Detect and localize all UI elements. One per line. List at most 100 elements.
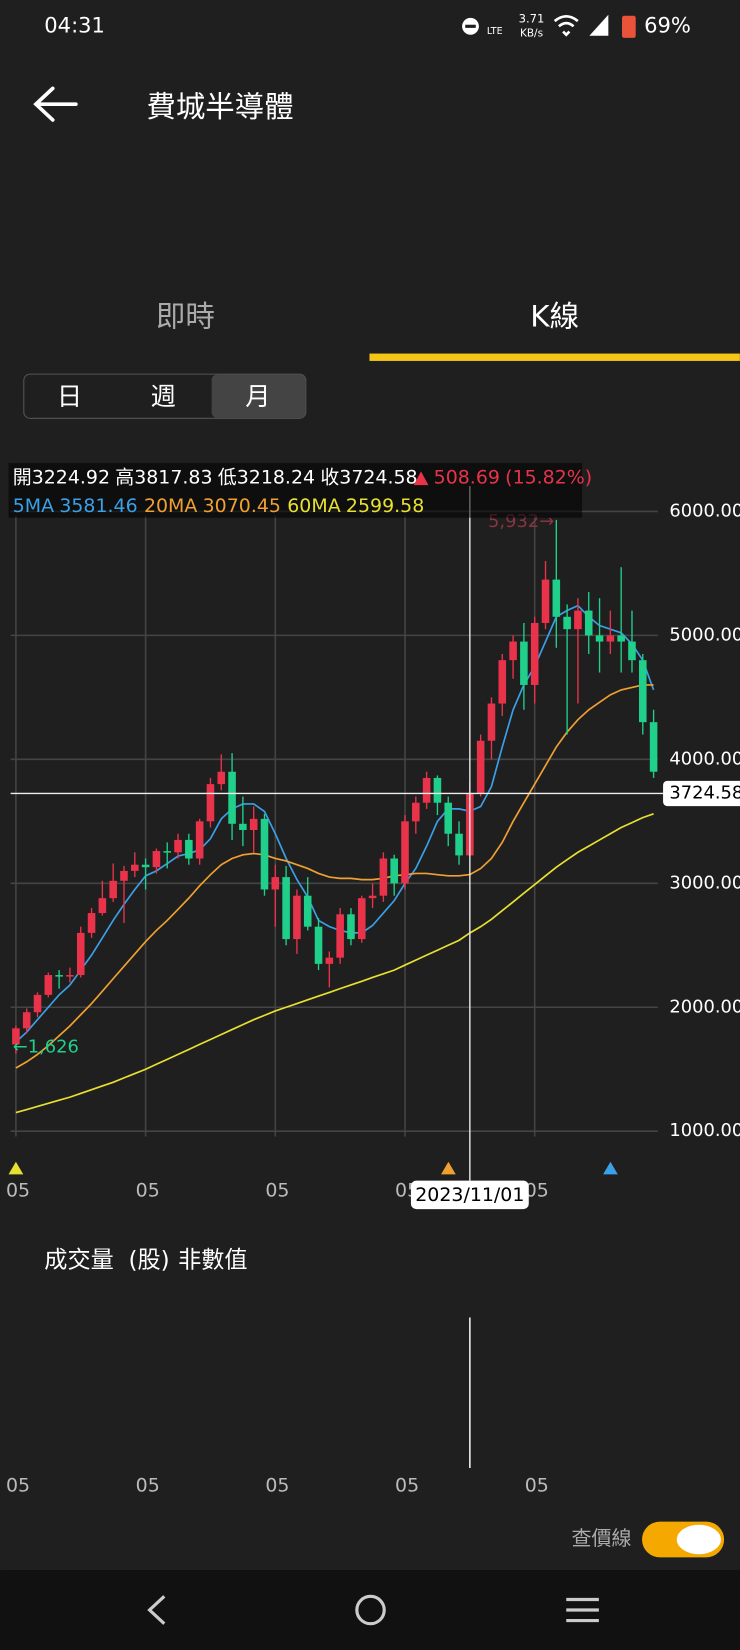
y-tick-label: 6000.00	[669, 500, 740, 521]
candle-body	[401, 821, 409, 884]
dnd-bar	[465, 24, 476, 28]
y-tick-label: 2000.00	[669, 996, 740, 1017]
candle-body	[476, 740, 485, 794]
candle-body	[174, 839, 182, 853]
candle-body	[617, 635, 625, 642]
y-tick-label: 4000.00	[669, 748, 740, 769]
candle-body	[638, 660, 647, 723]
nav-bar	[0, 1570, 740, 1650]
candle-body	[303, 895, 312, 927]
price-label: 3724.58	[669, 782, 740, 803]
network-speed-unit: KB/s	[520, 28, 543, 40]
period-day[interactable]: 日	[57, 382, 82, 411]
candle-body	[66, 975, 74, 977]
kline-chart: 05 05 05 05 051000.002000.003000.004000.0050…	[6, 463, 740, 1210]
candle-body	[206, 784, 215, 822]
period-month[interactable]: 月	[245, 382, 270, 411]
ma-legend-value: 3070.45	[203, 495, 281, 517]
candle-body	[563, 616, 571, 630]
candle-body	[98, 898, 107, 914]
candle-body	[33, 994, 42, 1013]
candle-body	[195, 821, 204, 859]
x-tick-label: 05	[136, 1180, 160, 1202]
tab-realtime[interactable]: 即時	[156, 299, 215, 333]
candle-body	[109, 880, 117, 899]
network-speed: 3.71	[519, 11, 545, 25]
back-button[interactable]	[33, 86, 78, 122]
nav-back[interactable]	[147, 1595, 166, 1625]
ohlc-line: 開3224.92 高3817.83 低3218.24 收3724.58	[13, 466, 418, 488]
ohlc-label: 高	[115, 466, 134, 488]
info-box	[8, 463, 583, 518]
candle-body	[379, 858, 388, 896]
x-tick-label: 05	[265, 1180, 289, 1202]
period-segment	[23, 373, 307, 419]
candle-body	[87, 913, 96, 933]
nav-menu[interactable]	[566, 1597, 599, 1623]
nav-home[interactable]	[355, 1594, 386, 1626]
ohlc-value: 3218.24	[237, 466, 315, 488]
ma-legend-value: 3581.46	[59, 495, 137, 517]
candle-body	[336, 914, 344, 958]
candle-body	[455, 833, 463, 856]
volume-x-tick-label: 05	[525, 1474, 549, 1496]
event-marker	[8, 1161, 24, 1175]
candle-body	[217, 771, 226, 785]
volume-x-tick-label: 05	[136, 1474, 160, 1496]
candle-body	[228, 771, 236, 824]
change-value: 508.69	[434, 466, 500, 488]
candle-body	[584, 610, 593, 636]
candle-body	[44, 975, 53, 995]
change-percent: (15.82%)	[505, 466, 592, 488]
price-line-label: 查價線	[572, 1526, 632, 1550]
ohlc-value: 3817.83	[134, 466, 212, 488]
tab-kline[interactable]: K線	[530, 299, 579, 333]
candle-body	[649, 722, 658, 772]
ohlc-label: 開	[13, 466, 32, 488]
wifi-icon	[553, 15, 579, 37]
candle-body	[120, 870, 128, 881]
candle-body	[239, 823, 247, 830]
candle-body	[368, 895, 377, 899]
event-marker	[441, 1161, 456, 1175]
y-tick-label: 3000.00	[669, 872, 740, 893]
candle-body	[12, 1028, 20, 1045]
candle-body	[595, 635, 604, 642]
ma-line	[15, 813, 654, 1114]
status-time: 04:31	[44, 12, 105, 37]
toggle-knob	[676, 1524, 721, 1555]
candle-body	[314, 926, 323, 964]
up-arrow	[413, 471, 429, 486]
candle-body	[390, 858, 398, 884]
candle-body	[509, 641, 517, 661]
x-tick-label: 05	[6, 1180, 30, 1202]
candle-body	[412, 802, 420, 822]
ma-legend-name: 20MA	[144, 495, 197, 517]
candle-body	[76, 932, 85, 976]
ma-legend: 5MA 3581.46 20MA 3070.45 60MA 2599.58	[13, 495, 425, 517]
candle-body	[606, 635, 615, 642]
battery-icon	[622, 15, 636, 38]
candle-body	[487, 703, 496, 741]
tab-indicator	[369, 353, 740, 361]
y-tick-label: 5000.00	[669, 624, 740, 645]
ma-line	[15, 604, 655, 1043]
ohlc-value: 3724.58	[339, 466, 417, 488]
candle-body	[574, 610, 582, 630]
ma-legend-name: 60MA	[287, 495, 340, 517]
ohlc-label: 低	[218, 466, 237, 488]
battery-level: 69%	[644, 12, 691, 37]
candle-body	[282, 877, 290, 940]
candle-body	[520, 641, 528, 685]
ma-line	[15, 684, 654, 1069]
candle-body	[552, 579, 561, 617]
candle-body	[628, 641, 636, 661]
date-label-box	[410, 1180, 529, 1210]
y-tick-label: 1000.00	[669, 1120, 740, 1141]
price-label-box	[663, 780, 740, 807]
volume-x-tick-label: 05	[395, 1474, 419, 1496]
min-annotation: ←1,626	[13, 1036, 79, 1057]
period-week[interactable]: 週	[151, 382, 176, 411]
